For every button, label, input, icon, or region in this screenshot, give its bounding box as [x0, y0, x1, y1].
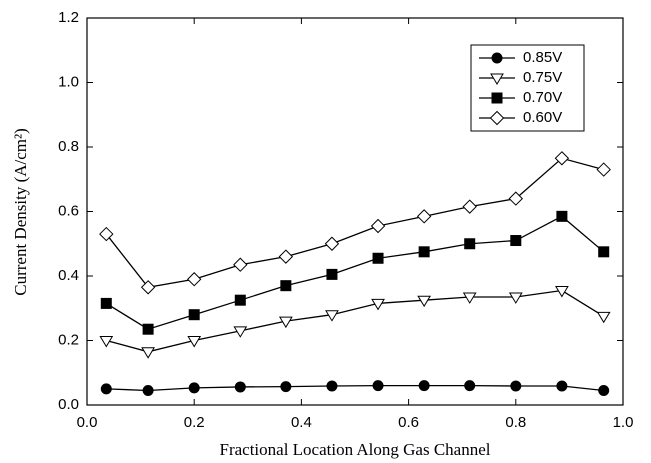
- x-tick-label: 1.0: [613, 414, 634, 431]
- legend-label: 0.75V: [523, 69, 562, 86]
- data-point: [324, 236, 340, 251]
- data-point: [188, 309, 200, 321]
- data-point: [598, 246, 610, 258]
- data-point: [142, 384, 154, 396]
- data-point: [186, 272, 202, 287]
- data-point: [188, 382, 200, 394]
- data-point: [233, 257, 248, 272]
- data-point: [187, 336, 202, 348]
- legend-marker: [491, 92, 503, 104]
- series-line: [106, 385, 604, 392]
- data-point: [417, 295, 432, 308]
- data-point: [418, 380, 430, 392]
- data-point: [416, 209, 432, 224]
- data-point: [100, 297, 112, 309]
- legend-label: 0.70V: [523, 89, 562, 106]
- data-point: [596, 162, 611, 177]
- data-point: [141, 347, 155, 359]
- data-point: [278, 316, 293, 329]
- data-point: [234, 381, 246, 393]
- y-tick-label: 1.0: [58, 73, 79, 90]
- data-point: [99, 336, 114, 348]
- series-line: [105, 157, 604, 288]
- y-tick-label: 0.6: [58, 202, 79, 219]
- data-point: [464, 238, 476, 250]
- legend-box: [470, 44, 585, 132]
- legend-marker: [490, 73, 504, 85]
- data-point: [464, 380, 476, 392]
- y-axis-title: Current Density (A/cm²): [11, 128, 30, 296]
- y-tick-label: 0.8: [58, 138, 79, 155]
- data-point: [510, 235, 522, 247]
- x-tick-label: 0.4: [291, 414, 312, 431]
- data-point: [140, 280, 156, 295]
- legend-label: 0.60V: [523, 109, 562, 126]
- x-axis-title: Fractional Location Along Gas Channel: [220, 440, 491, 459]
- data-point: [462, 292, 477, 304]
- x-tick-label: 0.8: [505, 414, 526, 431]
- data-point: [598, 384, 610, 396]
- data-point: [462, 199, 477, 214]
- data-point: [371, 298, 385, 311]
- data-point: [508, 191, 524, 206]
- series-line: [106, 289, 605, 353]
- data-point: [326, 268, 338, 280]
- data-point: [100, 383, 112, 395]
- y-tick-label: 1.2: [58, 9, 79, 26]
- data-point: [233, 326, 248, 338]
- data-point: [418, 246, 430, 258]
- data-point: [510, 380, 522, 392]
- data-point: [280, 280, 292, 292]
- data-point: [555, 286, 569, 298]
- legend-label: 0.85V: [523, 49, 562, 66]
- data-point: [372, 252, 384, 264]
- x-tick-label: 0.6: [398, 414, 419, 431]
- x-tick-label: 0.2: [184, 414, 205, 431]
- legend-marker: [491, 52, 503, 64]
- data-point: [554, 151, 570, 166]
- data-point: [326, 380, 338, 392]
- legend-marker: [489, 110, 505, 126]
- y-tick-label: 0.4: [58, 267, 79, 284]
- data-point: [280, 381, 292, 393]
- data-point: [556, 380, 568, 392]
- data-point: [325, 310, 339, 322]
- y-tick-label: 0.0: [58, 396, 79, 413]
- y-tick-label: 0.2: [58, 331, 79, 348]
- data-point: [234, 294, 246, 306]
- data-point: [99, 226, 114, 242]
- data-point: [508, 292, 523, 304]
- data-point: [142, 323, 154, 335]
- data-point: [372, 380, 384, 392]
- data-point: [370, 218, 386, 234]
- data-point: [596, 311, 611, 324]
- x-tick-label: 0.0: [77, 414, 98, 431]
- data-point: [556, 210, 568, 222]
- data-point: [278, 249, 294, 264]
- series-line: [105, 215, 605, 330]
